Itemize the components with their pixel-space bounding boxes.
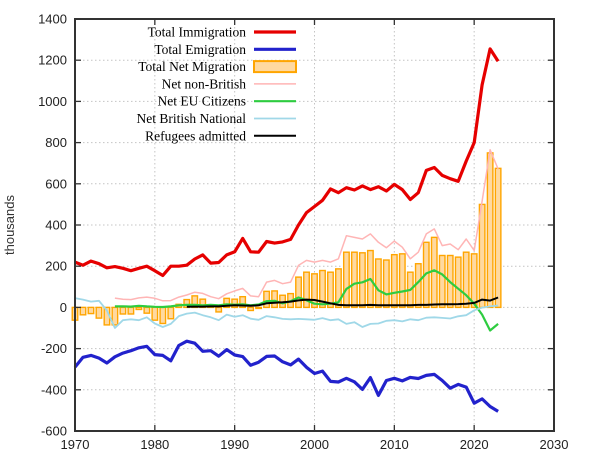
x-tick-label: 2000 <box>300 437 329 452</box>
y-tick-label: -200 <box>41 341 67 356</box>
net-migration-bar <box>263 290 271 309</box>
net-migration-bar <box>319 269 326 309</box>
x-tick-label: 2020 <box>460 437 489 452</box>
net-migration-bar <box>87 306 95 315</box>
y-tick-label: -400 <box>41 382 67 397</box>
series-net-non-british <box>114 149 499 302</box>
legend-label-total-emigration: Total Emigration <box>154 42 246 57</box>
gridlines <box>75 19 554 431</box>
net-migration-bar <box>327 271 334 309</box>
net-migration-bar <box>215 306 223 313</box>
net-migration-bar <box>95 306 103 319</box>
x-tick-label: 1970 <box>61 437 90 452</box>
net-migration-bar <box>311 273 318 309</box>
y-axis-title: thousands <box>2 195 17 255</box>
net-migration-bar <box>342 251 350 309</box>
y-tick-label: 600 <box>45 176 67 191</box>
net-migration-bar <box>438 254 446 309</box>
net-migration-bar <box>382 259 390 309</box>
y-tick-label: 0 <box>60 300 67 315</box>
y-tick-label: -600 <box>41 424 67 439</box>
y-tick-label: 1000 <box>38 94 67 109</box>
x-tick-label: 1980 <box>140 437 169 452</box>
x-tick-label: 2030 <box>540 437 569 452</box>
legend-label-total-net-migration: Total Net Migration <box>138 59 246 74</box>
net-migration-bar <box>470 253 478 309</box>
y-tick-label: 1400 <box>38 12 67 27</box>
y-tick-label: 400 <box>45 218 67 233</box>
net-migration-bar <box>358 252 366 309</box>
net-migration-bar <box>79 306 87 316</box>
net-migration-bar <box>183 298 191 309</box>
series-net-british-national <box>74 297 499 329</box>
net-migration-bar <box>231 298 239 309</box>
series-refugees-admitted <box>186 296 499 308</box>
series-line <box>73 339 499 413</box>
y-tick-label: 1200 <box>38 53 67 68</box>
net-migration-bar <box>127 306 135 315</box>
series-line <box>74 297 499 329</box>
net-migration-bar <box>374 258 382 309</box>
net-migration-bar <box>295 276 302 309</box>
legend-swatch-box <box>253 60 297 74</box>
net-migration-bar <box>414 263 422 309</box>
net-migration-bar <box>350 251 358 309</box>
net-migration-bar <box>494 167 502 309</box>
net-migration-bar <box>151 306 159 321</box>
tick-marks <box>74 18 555 432</box>
net-migration-bar <box>478 203 486 309</box>
x-tick-label: 2010 <box>380 437 409 452</box>
net-migration-bar <box>454 256 462 309</box>
net-migration-bar <box>119 306 127 315</box>
series-total-immigration <box>74 47 500 278</box>
net-migration-bar <box>247 306 255 312</box>
net-migration-bar <box>462 251 470 309</box>
net-migration-bar <box>167 306 175 320</box>
series-line <box>74 47 500 278</box>
y-tick-labels: -600 -400 -200 0 200 400 600 800 1000 1200 1400 <box>38 12 67 439</box>
legend-label-refugees-admitted: Refugees admitted <box>145 128 246 143</box>
legend-label-net-british-national: Net British National <box>137 111 247 126</box>
series-total-emigration <box>73 339 499 413</box>
net-migration-bar <box>239 295 247 309</box>
net-migration-bar <box>159 306 167 325</box>
net-migration-bar <box>486 152 494 309</box>
series-line <box>186 296 499 308</box>
net-migration-bar <box>398 253 406 309</box>
x-tick-label: 1990 <box>220 437 249 452</box>
y-tick-label: 800 <box>45 135 67 150</box>
legend-label-total-immigration: Total Immigration <box>148 25 247 40</box>
net-migration-bar <box>303 271 310 309</box>
y-tick-label: 200 <box>45 259 67 274</box>
series-line <box>114 149 499 302</box>
net-migration-bar <box>143 306 151 314</box>
net-migration-bar <box>271 290 279 309</box>
legend-label-net-eu-citizens: Net EU Citizens <box>158 94 246 109</box>
x-tick-labels: 1970 1980 1990 2000 2010 2020 2030 <box>61 437 569 452</box>
net-migration-bar <box>223 297 231 309</box>
net-migration-bar <box>135 306 143 311</box>
net-migration-bar <box>390 253 398 309</box>
net-migration-bar <box>335 268 342 309</box>
net-migration-bar <box>255 306 263 310</box>
legend: Total Immigration Total Emigration Total N… <box>137 25 297 143</box>
legend-label-net-non-british: Net non-British <box>162 76 247 91</box>
